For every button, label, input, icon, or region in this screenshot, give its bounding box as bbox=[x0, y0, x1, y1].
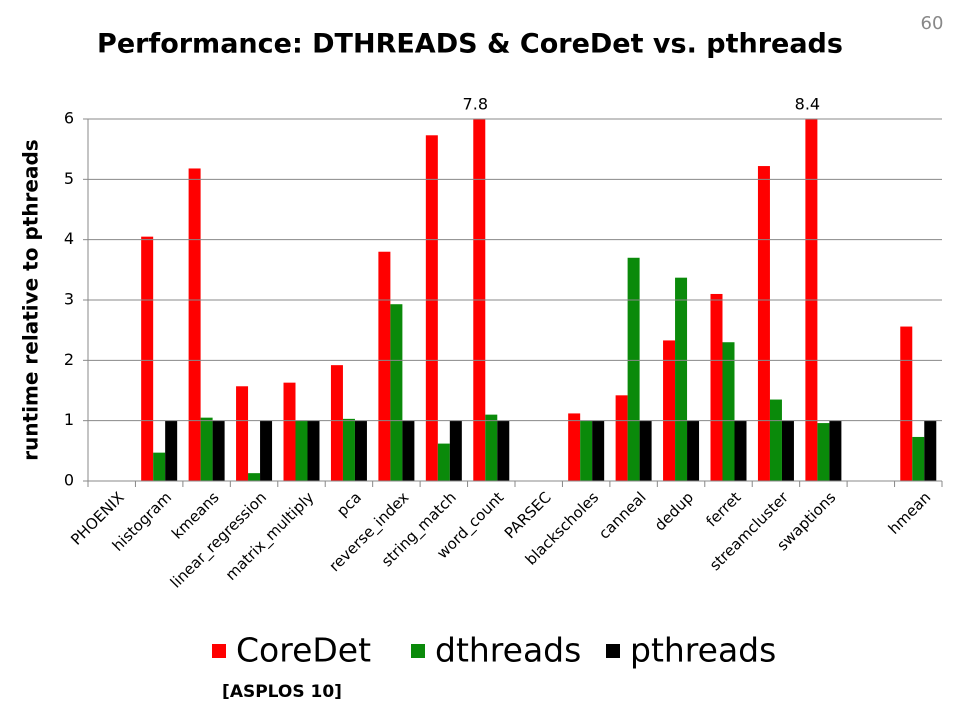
bar bbox=[402, 420, 415, 481]
bar bbox=[497, 420, 510, 481]
bar bbox=[805, 119, 818, 481]
bar bbox=[473, 119, 486, 481]
data-label: 8.4 bbox=[795, 95, 820, 114]
bar bbox=[592, 420, 605, 481]
page-number: 60 bbox=[921, 13, 944, 34]
legend-swatch bbox=[212, 644, 226, 658]
legend-label: pthreads bbox=[630, 631, 776, 670]
bar bbox=[781, 420, 794, 481]
bar bbox=[188, 168, 201, 481]
bar bbox=[639, 420, 652, 481]
bar bbox=[675, 277, 688, 481]
bar bbox=[829, 420, 842, 481]
bar bbox=[687, 420, 700, 481]
bar bbox=[817, 423, 830, 481]
y-tick-label: 5 bbox=[64, 169, 74, 188]
bar bbox=[354, 420, 367, 481]
legend-label: CoreDet bbox=[236, 631, 371, 670]
bar bbox=[165, 420, 178, 481]
bar bbox=[663, 340, 676, 481]
bar bbox=[248, 473, 261, 481]
bar bbox=[734, 420, 747, 481]
bar bbox=[580, 420, 593, 481]
x-tick-label: dedup bbox=[651, 488, 697, 534]
bar bbox=[912, 436, 925, 481]
bar bbox=[425, 135, 438, 481]
y-tick-label: 3 bbox=[64, 290, 74, 309]
bar bbox=[769, 399, 782, 481]
bar bbox=[260, 420, 273, 481]
y-tick-label: 4 bbox=[64, 229, 74, 248]
legend-swatch bbox=[606, 644, 620, 658]
bar bbox=[485, 414, 498, 481]
legend-label: dthreads bbox=[435, 631, 581, 670]
bar bbox=[342, 418, 355, 481]
x-tick-label: matrix_multiply bbox=[222, 488, 318, 584]
x-tick-label: ferret bbox=[703, 488, 745, 530]
bar bbox=[757, 166, 770, 481]
bar bbox=[236, 386, 249, 481]
bar bbox=[153, 452, 166, 481]
bar bbox=[900, 326, 913, 481]
chart-title: Performance: DTHREADS & CoreDet vs. pthr… bbox=[97, 29, 843, 60]
bar bbox=[568, 413, 581, 481]
x-tick-label: pca bbox=[333, 488, 365, 520]
bar bbox=[283, 382, 296, 481]
bar bbox=[710, 293, 723, 481]
bar bbox=[330, 365, 343, 481]
bar bbox=[378, 251, 391, 481]
bar bbox=[615, 395, 628, 481]
bar bbox=[307, 420, 320, 481]
bar bbox=[200, 417, 213, 481]
y-tick-label: 0 bbox=[64, 471, 74, 490]
bar bbox=[295, 420, 308, 481]
bar bbox=[449, 420, 462, 481]
y-tick-label: 6 bbox=[64, 109, 74, 128]
bar bbox=[141, 236, 154, 481]
data-label: 7.8 bbox=[463, 95, 488, 114]
x-tick-label: canneal bbox=[595, 488, 649, 542]
bar bbox=[722, 342, 735, 481]
x-tick-label: hmean bbox=[885, 488, 935, 538]
legend-swatch bbox=[411, 644, 425, 658]
y-axis-label: runtime relative to pthreads bbox=[19, 139, 43, 460]
y-tick-label: 2 bbox=[64, 350, 74, 369]
citation: [ASPLOS 10] bbox=[222, 682, 342, 702]
bar bbox=[924, 420, 937, 481]
y-tick-label: 1 bbox=[64, 410, 74, 429]
bar bbox=[627, 257, 640, 481]
bar bbox=[390, 304, 403, 481]
bar bbox=[212, 420, 225, 481]
bars bbox=[141, 119, 937, 481]
bar bbox=[437, 443, 450, 481]
